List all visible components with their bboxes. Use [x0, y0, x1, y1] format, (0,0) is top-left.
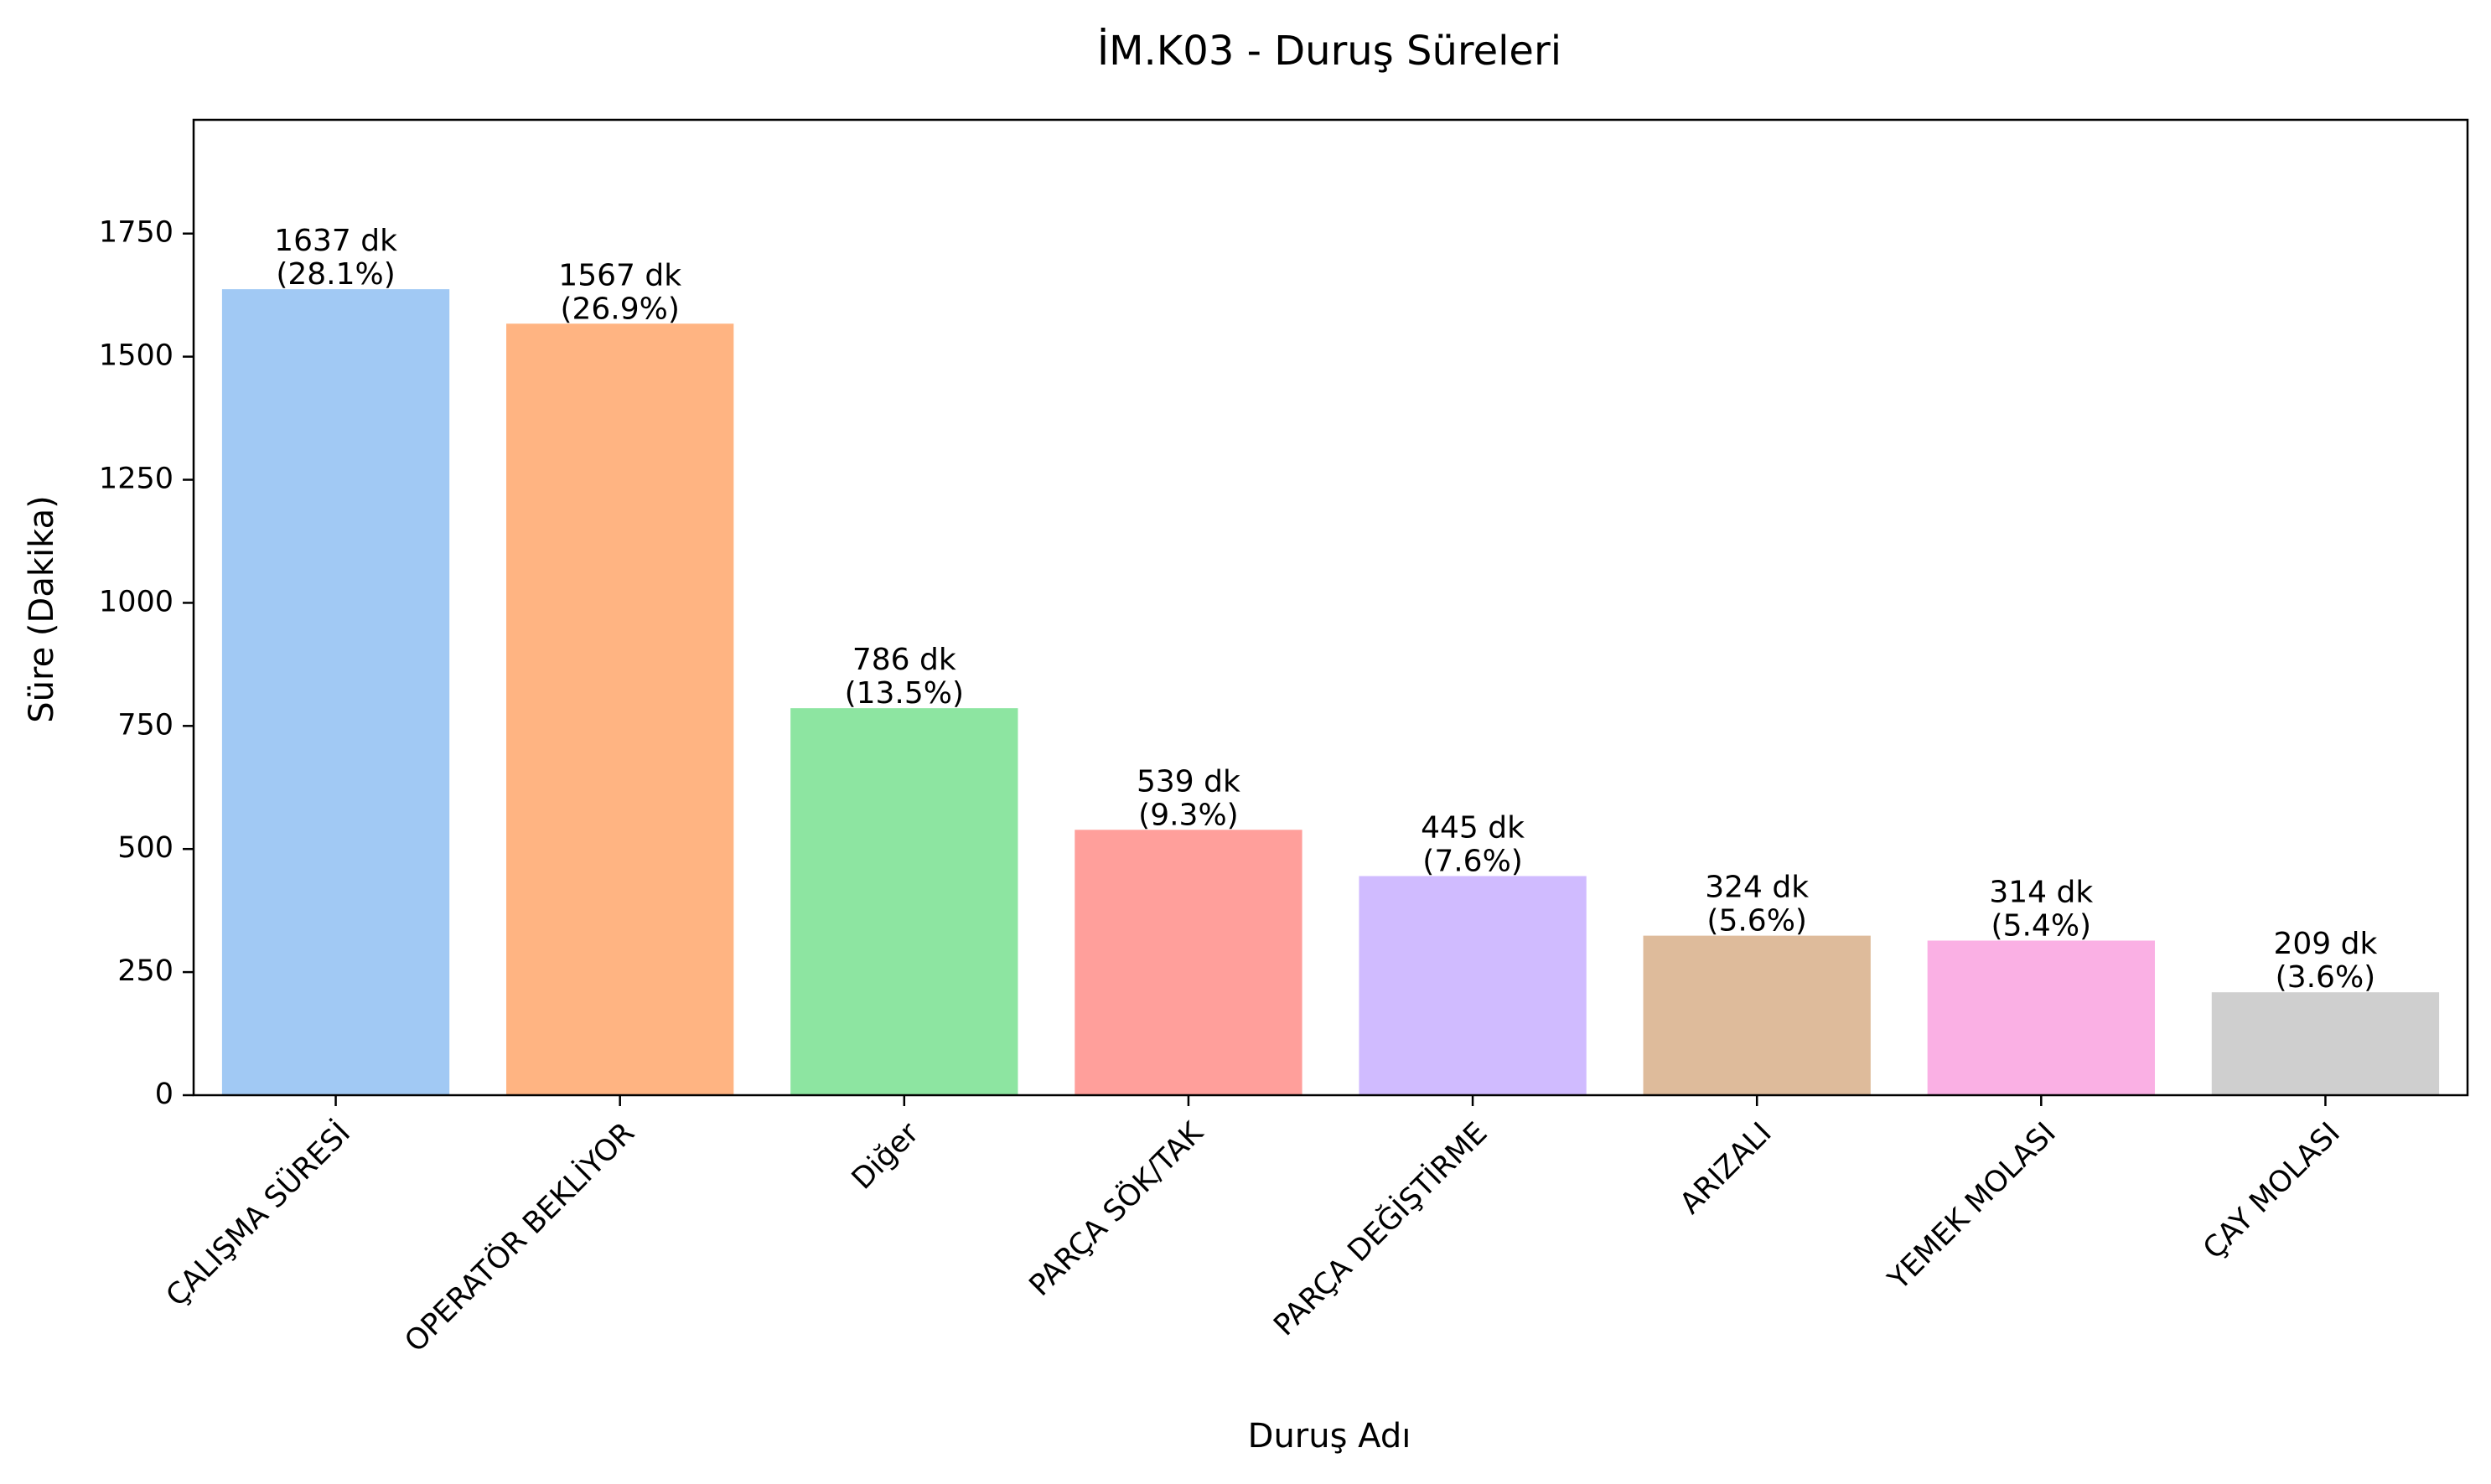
bar-percent-label-6: (5.6%) [1706, 904, 1807, 938]
bar-value-label-3: 786 dk [852, 643, 956, 677]
bar-2 [506, 323, 734, 1095]
y-tick-label-1: 0 [155, 1078, 173, 1111]
bar-value-label-1: 1637 dk [274, 224, 397, 258]
bar-percent-label-8: (3.6%) [2276, 960, 2376, 995]
y-axis-label: Süre (Dakika) [23, 495, 61, 722]
bar-percent-label-1: (28.1%) [276, 257, 395, 292]
y-tick-label-2: 250 [117, 954, 173, 988]
bar-3 [790, 708, 1018, 1095]
bar-percent-label-7: (5.4%) [1991, 908, 2092, 943]
y-tick-label-6: 1250 [99, 463, 173, 496]
y-axis: 0 250 500 750 1000 1250 1500 1750 [99, 216, 194, 1111]
plot-frame [192, 118, 2469, 1097]
bar-value-label-2: 1567 dk [558, 258, 681, 292]
y-tick-label-3: 500 [117, 831, 173, 865]
y-tick-label-5: 1000 [99, 585, 173, 618]
y-tick-label-8: 1750 [99, 216, 173, 250]
bar-value-label-5: 445 dk [1421, 811, 1525, 845]
bar-percent-label-4: (9.3%) [1138, 798, 1239, 832]
bar-value-label-6: 324 dk [1705, 871, 1809, 905]
bar-percent-label-3: (13.5%) [845, 676, 964, 711]
chart-title: İM.K03 - Duruş Süreleri [1097, 28, 1561, 75]
bar-6 [1643, 935, 1871, 1095]
bar-4 [1075, 830, 1302, 1095]
bar-5 [1359, 876, 1587, 1095]
bar-8 [2211, 992, 2440, 1095]
bar-value-label-4: 539 dk [1137, 764, 1240, 799]
bar-percent-label-5: (7.6%) [1422, 845, 1523, 879]
bars-group: 1637 dk(28.1%) 1567 dk(26.9%) 786 dk(13.5%… [221, 224, 2440, 1096]
bar-percent-label-2: (26.9%) [560, 292, 679, 326]
y-tick-label-7: 1500 [99, 339, 173, 373]
x-axis-label: Duruş Adı [1248, 1417, 1411, 1456]
bar-7 [1927, 940, 2155, 1095]
bar-value-label-8: 209 dk [2274, 927, 2378, 961]
bar-1 [221, 289, 450, 1096]
bar-value-label-7: 314 dk [1989, 875, 2093, 909]
y-tick-label-4: 750 [117, 708, 173, 742]
